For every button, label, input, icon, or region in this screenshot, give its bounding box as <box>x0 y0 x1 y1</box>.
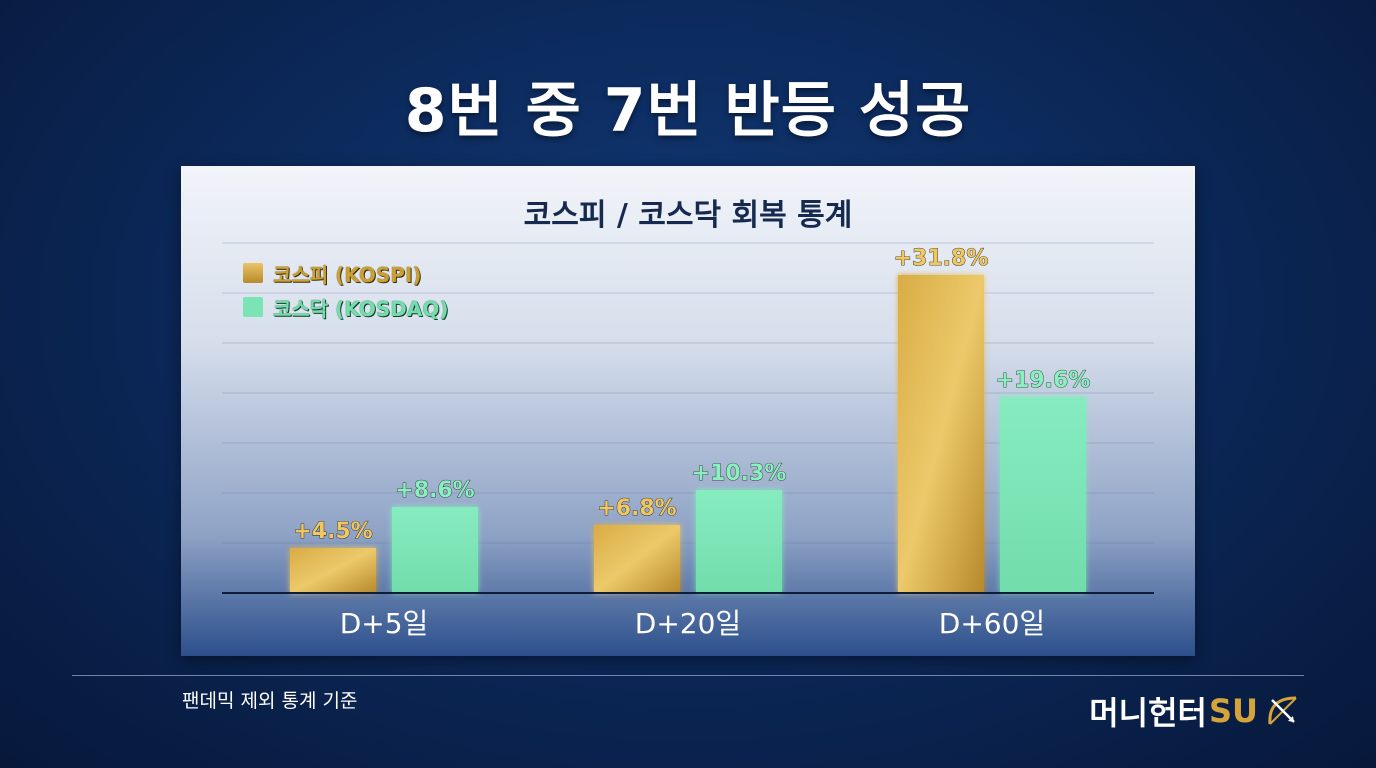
bar-kospi-2 <box>898 275 984 593</box>
legend-item-kosdaq: 코스닥 (KOSDAQ) <box>243 290 449 324</box>
brand-logo: 머니헌터 SU <box>1089 688 1302 734</box>
data-label-kosdaq-1: +10.3% <box>692 461 787 486</box>
footnote: 팬데믹 제외 통계 기준 <box>182 690 358 712</box>
bar-kospi-0 <box>290 548 376 593</box>
brand-accent: SU <box>1208 692 1258 730</box>
x-tick-label: D+5일 <box>340 607 429 640</box>
legend-item-kospi: 코스피 (KOSPI) <box>243 256 449 290</box>
footer-divider <box>72 675 1304 676</box>
legend-swatch-kosdaq <box>243 297 263 317</box>
brand-name: 머니헌터 <box>1089 694 1207 732</box>
data-label-kospi-1: +6.8% <box>597 496 676 521</box>
legend-swatch-kospi <box>243 263 263 283</box>
chart-panel: 코스피 / 코스닥 회복 통계 +4.5% +8.6% D+5일 +6.8% +10.3… <box>181 166 1195 656</box>
data-label-kosdaq-2: +19.6% <box>996 368 1091 393</box>
data-label-kospi-2: +31.8% <box>894 246 989 271</box>
data-label-kospi-0: +4.5% <box>293 519 372 544</box>
x-tick-label: D+60일 <box>939 607 1045 640</box>
legend: 코스피 (KOSPI) 코스닥 (KOSDAQ) <box>243 256 449 324</box>
bar-kosdaq-1 <box>696 490 782 593</box>
bar-kosdaq-0 <box>392 507 478 593</box>
x-tick-label: D+20일 <box>635 607 741 640</box>
bar-kospi-1 <box>594 525 680 593</box>
page-title: 8번 중 7번 반등 성공 <box>404 76 972 146</box>
data-label-kosdaq-0: +8.6% <box>395 478 474 503</box>
chart-title: 코스피 / 코스닥 회복 통계 <box>523 198 853 233</box>
legend-label-kosdaq: 코스닥 (KOSDAQ) <box>273 296 449 321</box>
bow-arrow-icon <box>1268 696 1297 725</box>
bar-kosdaq-2 <box>1000 397 1086 593</box>
bar-chart: +4.5% +8.6% D+5일 +6.8% +10.3% D+20일 +31.8% +19.… <box>222 242 1154 640</box>
legend-label-kospi: 코스피 (KOSPI) <box>273 262 422 287</box>
